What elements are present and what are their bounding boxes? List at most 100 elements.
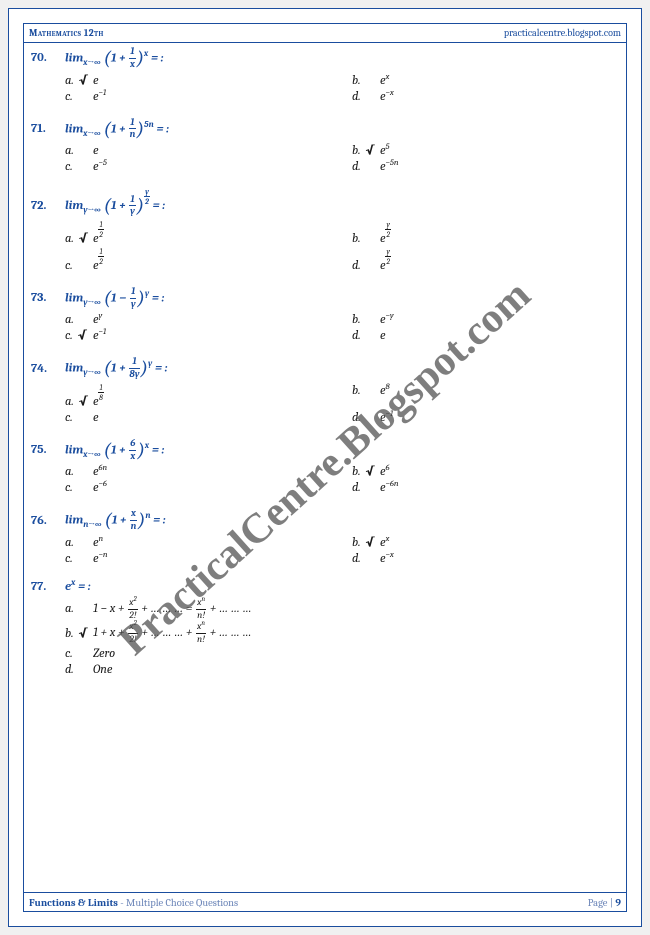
option-label: a. — [65, 602, 93, 616]
option-value: e−x — [380, 90, 394, 104]
option-label: b. — [352, 74, 380, 88]
options: a.1 − x + x22! + … … … = xnn! + … … …b. … — [65, 598, 619, 677]
option-label: a. √ — [65, 395, 93, 409]
option: c.e12 — [65, 248, 332, 273]
option-label: b. — [352, 232, 380, 246]
option: b.e−y — [352, 313, 619, 327]
page: Mathematics 12th practicalcentre.blogspo… — [8, 8, 642, 927]
footer-page-label: Page | — [588, 897, 616, 909]
option-label: d. — [352, 411, 380, 425]
option: c. √e−1 — [65, 329, 332, 343]
question-number: 72. — [31, 199, 65, 213]
option-label: b. √ — [65, 627, 93, 641]
header-title: Mathematics 12th — [29, 27, 104, 39]
option-value: e6n — [93, 465, 107, 479]
question: 72.limy→∞ (1 + 1y)y2 = : a. √e12 b.ey2 c.e1… — [31, 188, 619, 273]
option: a. √e18 — [65, 384, 332, 409]
option-label: d. — [352, 259, 380, 273]
question-head: 77.ex = : — [31, 580, 619, 594]
option-label: b. √ — [352, 536, 380, 550]
option-label: a. — [65, 465, 93, 479]
option-label: c. — [65, 647, 93, 661]
option-value: e6 — [380, 465, 389, 479]
option-value: e−5 — [93, 160, 107, 174]
option-label: a. — [65, 144, 93, 158]
question-stem: limn→∞ (1 + xn)n = : — [65, 509, 166, 532]
question-number: 76. — [31, 514, 65, 528]
question-head: 70.limx→∞ (1 + 1x)x = : — [31, 47, 619, 70]
question-head: 75.limx→∞ (1 + 6x)x = : — [31, 439, 619, 462]
option-label: a. — [65, 313, 93, 327]
question-stem: limx→∞ (1 + 1x)x = : — [65, 47, 163, 70]
option: b. √e5 — [352, 144, 619, 158]
option: b.e8 — [352, 384, 619, 409]
page-header: Mathematics 12th practicalcentre.blogspo… — [23, 23, 627, 43]
question: 74.limy→∞ (1 + 18y)y = : a. √e18 b.e8 c.e d.… — [31, 357, 619, 424]
question-head: 71.limx→∞ (1 + 1n)5n = : — [31, 118, 619, 141]
option-label: a. √ — [65, 232, 93, 246]
question-number: 73. — [31, 291, 65, 305]
option-label: c. — [65, 411, 93, 425]
question: 70.limx→∞ (1 + 1x)x = :a. √eb.exc.e−1d.e… — [31, 47, 619, 104]
option-label: d. — [352, 160, 380, 174]
options: a.eyb.e−yc. √e−1d.e — [65, 313, 619, 343]
option-value: e8 — [380, 384, 390, 398]
question-number: 71. — [31, 122, 65, 136]
footer-subtitle: - Multiple Choice Questions — [118, 897, 238, 909]
option: c.e−5 — [65, 160, 332, 174]
option-label: b. — [352, 313, 380, 327]
options: a. √e12 b.ey2 c.e12 d. ey2 — [65, 221, 619, 273]
option: b. √e6 — [352, 465, 619, 479]
option-value: e18 — [93, 384, 104, 409]
footer-page-num: 9 — [615, 897, 621, 909]
option-value: e−1 — [93, 90, 106, 104]
option-value: ey2 — [380, 221, 391, 246]
option-value: 1 + x + x22! + … … … + xnn! + … … … — [93, 622, 251, 645]
question-number: 75. — [31, 443, 65, 457]
question: 73.limy→∞ (1 − 1y)y = : a.ey b.e−y c. √e−1 d… — [31, 287, 619, 344]
option: c.Zero — [65, 647, 619, 661]
question-number: 74. — [31, 362, 65, 376]
question-number: 77. — [31, 580, 65, 594]
option-value: e — [93, 411, 98, 425]
option-value: e12 — [93, 248, 104, 273]
option-value: 1 − x + x22! + … … … = xnn! + … … … — [93, 598, 251, 621]
question-stem: limy→∞ (1 + 18y)y = : — [65, 357, 167, 380]
option: c.e−1 — [65, 90, 332, 104]
option-label: d. — [352, 329, 380, 343]
option-value: ex — [380, 74, 389, 88]
option: d.e−6n — [352, 481, 619, 495]
option: a.e6n — [65, 465, 332, 479]
option-label: b. — [352, 384, 380, 398]
option-value: One — [93, 663, 112, 677]
option-value: e5 — [380, 144, 389, 158]
option: a.en — [65, 536, 332, 550]
option-label: d. — [352, 552, 380, 566]
option-label: c. √ — [65, 329, 93, 343]
question-stem: limy→∞ (1 − 1y)y = : — [65, 287, 164, 310]
footer-left: Functions & Limits - Multiple Choice Que… — [29, 897, 238, 909]
option-label: d. — [352, 481, 380, 495]
option: b.ex — [352, 74, 619, 88]
page-footer: Functions & Limits - Multiple Choice Que… — [23, 892, 627, 912]
question-head: 72.limy→∞ (1 + 1y)y2 = : — [31, 188, 619, 217]
option: d.One — [65, 663, 619, 677]
question-stem: limx→∞ (1 + 6x)x = : — [65, 439, 164, 462]
option-label: d. — [352, 90, 380, 104]
question-stem: ex = : — [65, 580, 90, 594]
option-value: e−6n — [380, 481, 399, 495]
question-stem: limy→∞ (1 + 1y)y2 = : — [65, 188, 165, 217]
question: 71.limx→∞ (1 + 1n)5n = : a.e b. √e5 c.e−5 d.… — [31, 118, 619, 175]
option-label: a. — [65, 536, 93, 550]
option: a.ey — [65, 313, 332, 327]
option: a. √e — [65, 74, 332, 88]
question: 75.limx→∞ (1 + 6x)x = :a.e6nb. √e6c.e−6d… — [31, 439, 619, 496]
option: c.e — [65, 411, 332, 425]
option: b. √1 + x + x22! + … … … + xnn! + … … … — [65, 622, 619, 645]
option-value: e — [93, 144, 98, 158]
option-value: e12 — [93, 221, 104, 246]
option-value: e — [93, 74, 98, 88]
options: a. √e b.ex c.e−1 d.e−x — [65, 74, 619, 104]
option: b.ey2 — [352, 221, 619, 246]
option: d.e−5n — [352, 160, 619, 174]
